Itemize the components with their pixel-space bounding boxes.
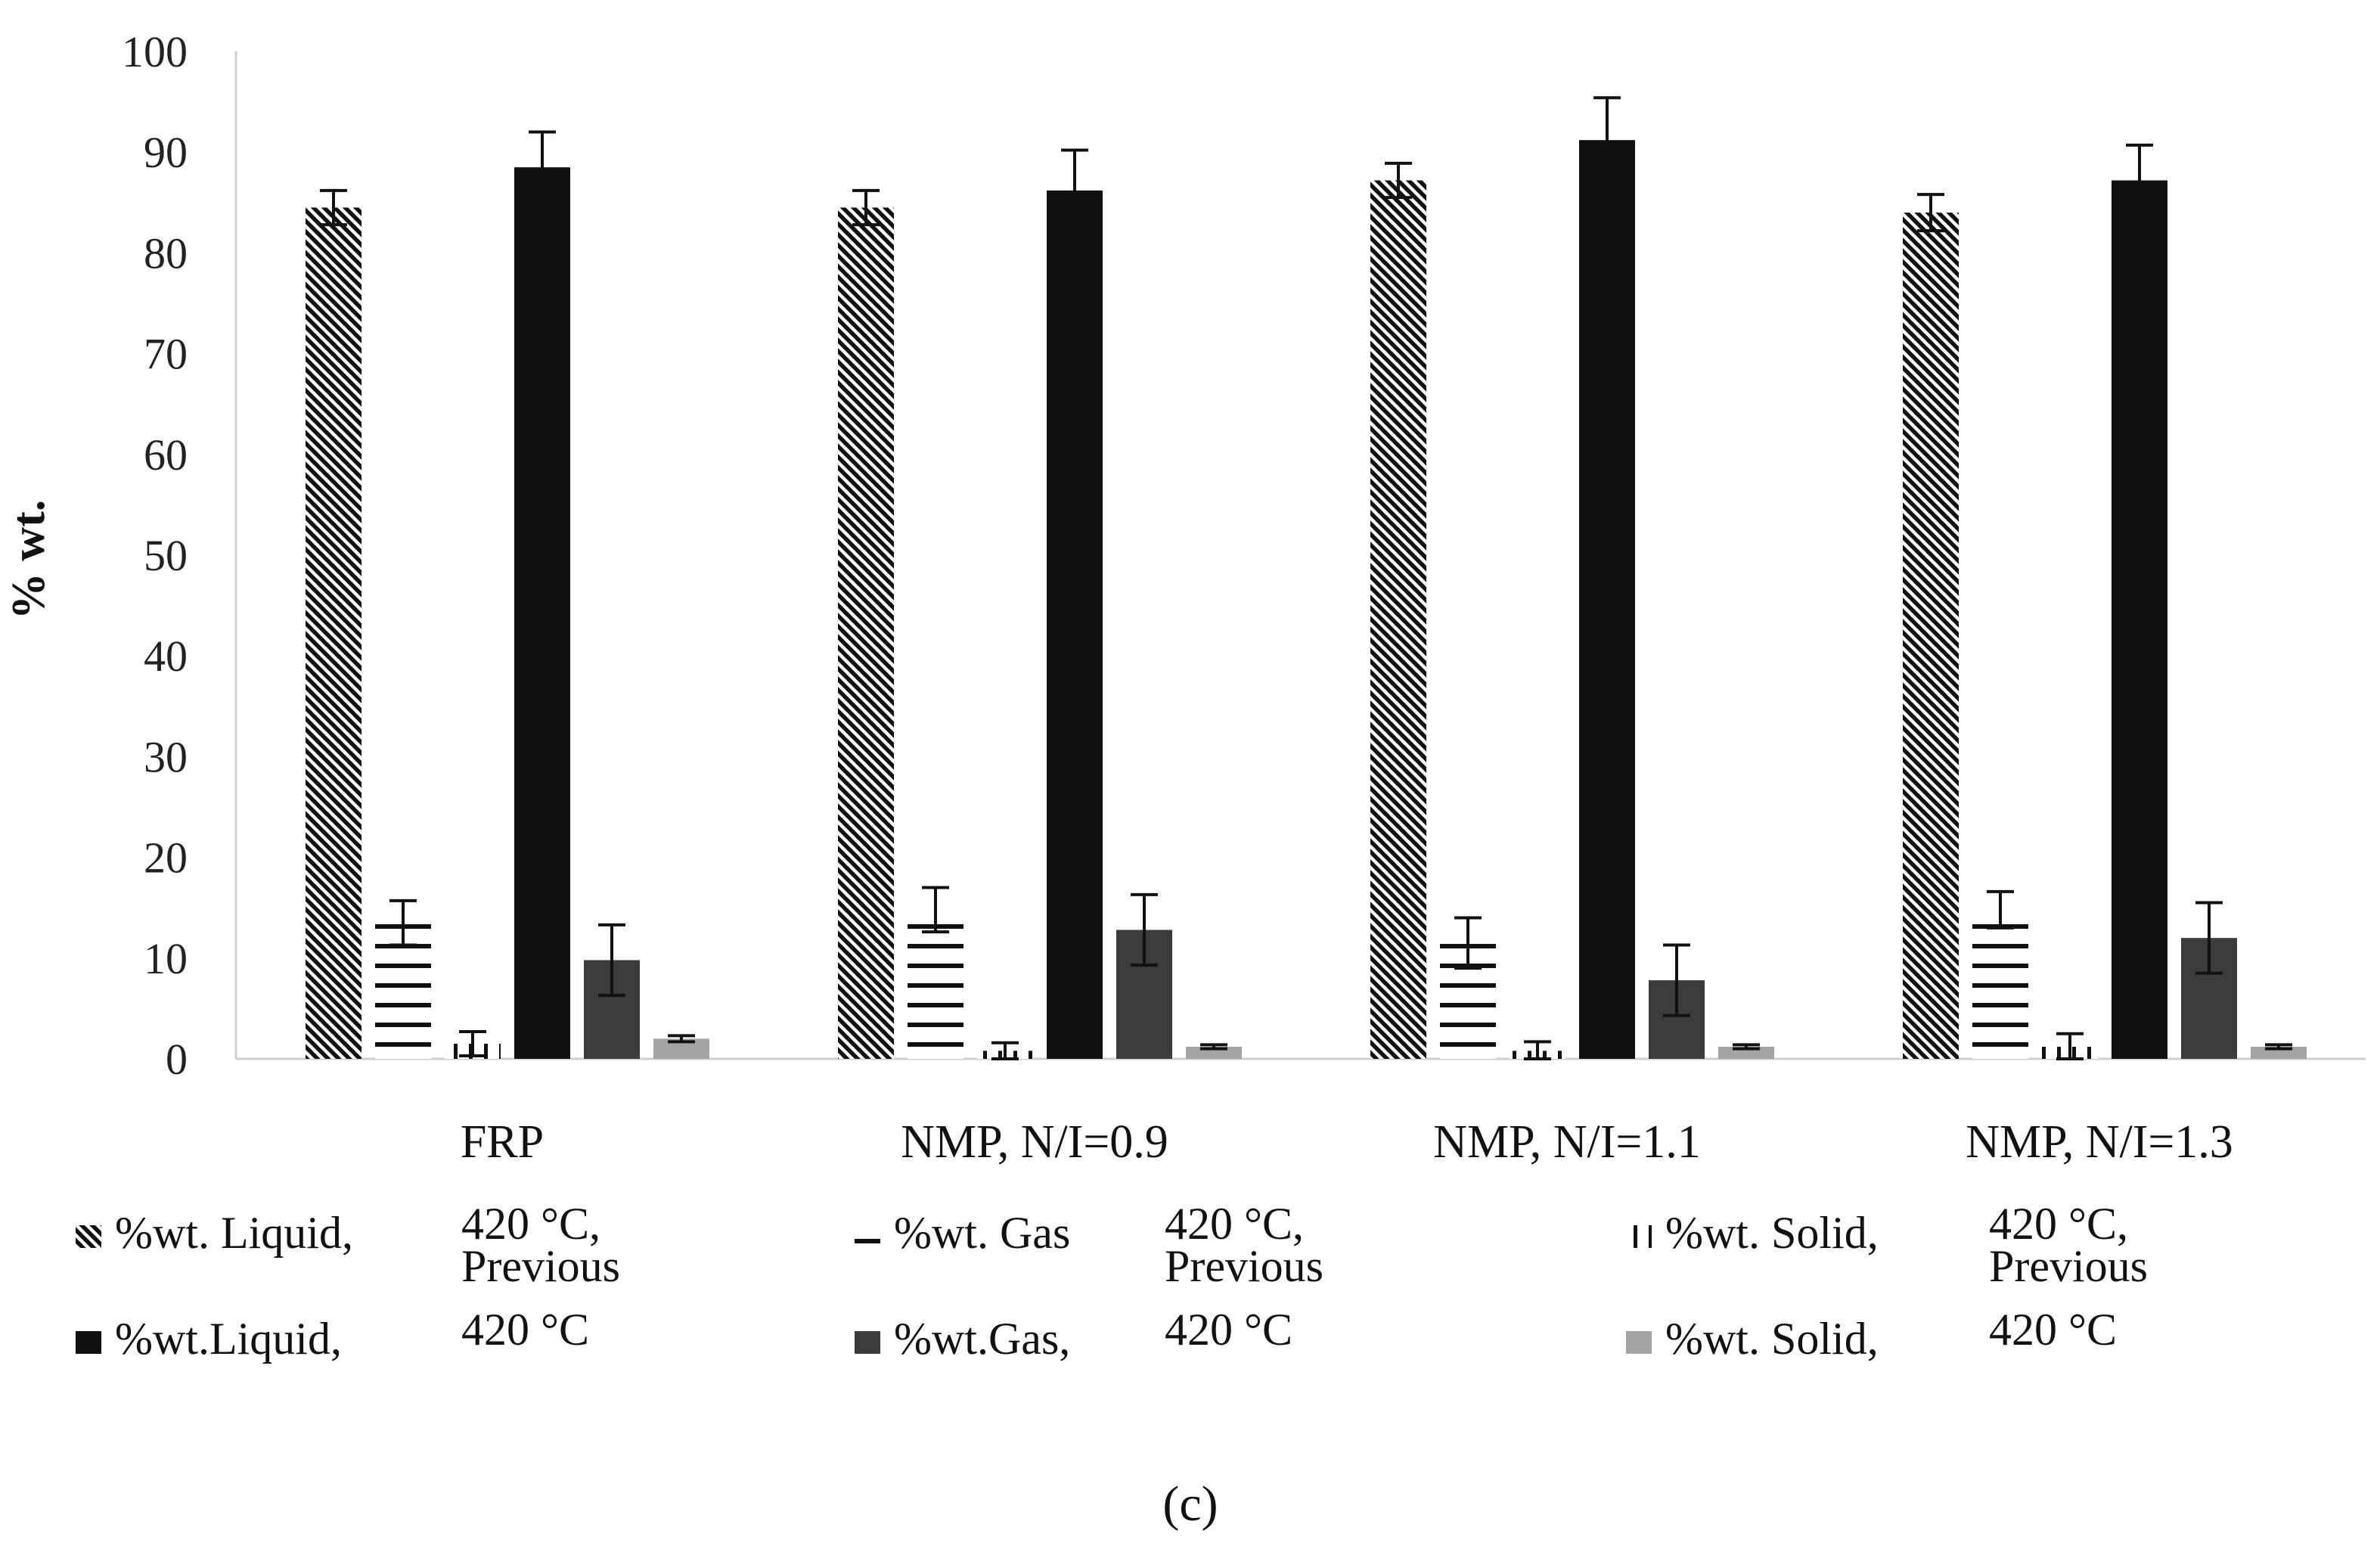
legend-series-label: %wt. Liquid, [115, 1208, 353, 1258]
category-label: NMP, N/I=0.9 [901, 1116, 1168, 1168]
y-tick-label: 20 [144, 833, 188, 883]
legend-condition-label: 420 °C, [1989, 1199, 2128, 1249]
bar [838, 207, 894, 1060]
legend-condition-label: Previous [1989, 1241, 2148, 1291]
category-label: FRP [461, 1116, 544, 1168]
legend-condition-label: Previous [461, 1241, 620, 1291]
bar [1579, 140, 1635, 1059]
bar [908, 909, 963, 1059]
bar [1370, 180, 1426, 1060]
y-tick-label: 30 [144, 732, 188, 781]
y-tick-label: 100 [122, 27, 188, 76]
bar [514, 167, 570, 1060]
bar [1972, 909, 2028, 1059]
legend-series-label: %wt. Solid, [1665, 1208, 1879, 1258]
y-tick-label: 50 [144, 531, 188, 580]
legend-swatch [1626, 1225, 1652, 1248]
legend-condition-label: 420 °C, [461, 1199, 600, 1249]
legend-swatch [855, 1331, 880, 1354]
bars-layer [306, 140, 2307, 1060]
bar [306, 207, 361, 1060]
legend-swatch [76, 1331, 101, 1354]
bar [1903, 213, 1959, 1059]
legend-swatch [855, 1225, 880, 1248]
y-tick-label: 0 [166, 1035, 188, 1084]
y-axis-title: % wt. [3, 500, 54, 619]
error-bars-layer [320, 96, 2292, 1060]
legend-condition-label: Previous [1165, 1241, 1323, 1291]
legend-swatch [76, 1225, 101, 1248]
bar [2112, 180, 2167, 1060]
bar [1186, 1047, 1242, 1059]
legend-condition-label: 420 °C [461, 1305, 589, 1355]
y-tick-label: 90 [144, 128, 188, 177]
y-tick-label: 40 [144, 632, 188, 681]
category-label: NMP, N/I=1.3 [1966, 1116, 2233, 1168]
bar [1047, 190, 1103, 1059]
legend-condition-label: 420 °C, [1165, 1199, 1304, 1249]
legend-series-label: %wt.Gas, [894, 1314, 1070, 1364]
legend: %wt. Liquid, 420 °C,Previous%wt. Gas 420 °… [76, 1199, 2148, 1364]
category-labels: FRP NMP, N/I=0.9 NMP, N/I=1.1 NMP, N/I=1.3 [461, 1116, 2233, 1168]
y-axis: 0 10 20 30 40 50 60 70 80 90 100 [122, 27, 237, 1084]
legend-series-label: %wt. Gas [894, 1208, 1070, 1258]
figure-caption: (c) [1162, 1476, 1218, 1532]
legend-series-label: %wt.Liquid, [115, 1314, 342, 1364]
category-label: NMP, N/I=1.1 [1433, 1116, 1701, 1168]
y-tick-label: 70 [144, 330, 188, 379]
legend-condition-label: 420 °C [1165, 1305, 1292, 1355]
y-tick-label: 60 [144, 430, 188, 480]
y-tick-label: 80 [144, 228, 188, 278]
y-tick-label: 10 [144, 934, 188, 983]
legend-condition-label: 420 °C [1989, 1305, 2117, 1355]
bar [1718, 1047, 1774, 1059]
legend-swatch [1626, 1331, 1652, 1354]
legend-series-label: %wt. Solid, [1665, 1314, 1879, 1364]
bar [2251, 1047, 2307, 1059]
